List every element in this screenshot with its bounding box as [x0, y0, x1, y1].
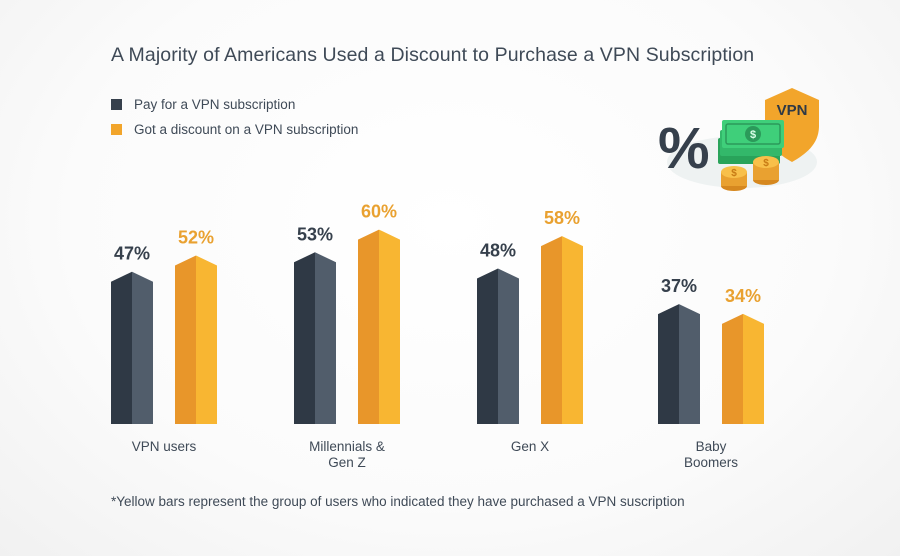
data-label-discount: 60% — [361, 202, 397, 222]
legend-swatch-discount — [111, 124, 122, 135]
dollar-sign-bill: $ — [750, 129, 756, 141]
legend: Pay for a VPN subscription Got a discoun… — [111, 92, 358, 142]
category-label: VPN users — [132, 439, 197, 454]
coin-icon — [721, 166, 747, 178]
bar-discount-right-face — [379, 229, 400, 424]
legend-label-pay: Pay for a VPN subscription — [134, 97, 296, 112]
bar-pay-left-face — [294, 252, 315, 424]
category-label: Boomers — [684, 455, 738, 470]
bar-discount-left-face — [722, 313, 743, 424]
bar-pay-right-face — [679, 304, 700, 424]
chart-title: A Majority of Americans Used a Discount … — [111, 44, 755, 66]
data-label-pay: 53% — [297, 224, 333, 244]
legend-item-discount: Got a discount on a VPN subscription — [111, 117, 358, 142]
footnote: *Yellow bars represent the group of user… — [111, 494, 685, 509]
bar-pay-right-face — [498, 268, 519, 424]
category-label: Gen X — [511, 439, 549, 454]
percent-icon: % — [658, 116, 710, 181]
data-label-pay: 37% — [661, 276, 697, 296]
vpn-badge-text: VPN — [777, 102, 808, 119]
coin-dollar-sign: $ — [731, 168, 737, 179]
bar-pay-right-face — [315, 252, 336, 424]
data-label-pay: 48% — [480, 240, 516, 260]
category-label: Millennials & — [309, 439, 385, 454]
bar-pay-left-face — [658, 304, 679, 424]
cash-bill-frame — [725, 123, 781, 145]
bar-discount-right-face — [196, 255, 217, 424]
vpn-discount-illustration: VPN % $ $ $ — [658, 88, 819, 191]
bar-discount-left-face — [358, 229, 379, 424]
legend-item-pay: Pay for a VPN subscription — [111, 92, 358, 117]
data-label-pay: 47% — [114, 244, 150, 264]
data-label-discount: 58% — [544, 208, 580, 228]
category-label: Gen Z — [328, 455, 366, 470]
dollar-coin-bill-icon — [745, 126, 761, 142]
legend-label-discount: Got a discount on a VPN subscription — [134, 122, 359, 137]
legend-swatch-pay — [111, 99, 122, 110]
data-label-discount: 34% — [725, 286, 761, 306]
bar-pay-right-face — [132, 271, 153, 424]
coin-dollar-sign: $ — [763, 158, 769, 169]
bar-discount-left-face — [541, 236, 562, 424]
bar-pay-left-face — [477, 268, 498, 424]
coin-icon — [753, 156, 779, 168]
bar-discount-right-face — [743, 313, 764, 424]
data-label-discount: 52% — [178, 228, 214, 248]
bar-pay-left-face — [111, 271, 132, 424]
bar-discount-left-face — [175, 255, 196, 424]
bar-discount-right-face — [562, 236, 583, 424]
category-label: Baby — [696, 439, 727, 454]
